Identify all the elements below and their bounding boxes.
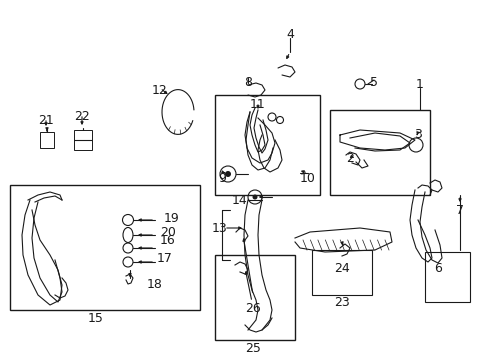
Bar — [424, 252, 469, 302]
Text: 19: 19 — [164, 211, 180, 225]
Text: 23: 23 — [333, 296, 349, 309]
Bar — [215, 255, 294, 340]
Text: 2: 2 — [346, 152, 353, 165]
Text: 9: 9 — [218, 171, 225, 184]
Bar — [311, 250, 371, 295]
Text: 21: 21 — [38, 113, 54, 126]
Text: 17: 17 — [157, 252, 173, 265]
Bar — [74, 130, 92, 150]
Text: 18: 18 — [147, 279, 163, 292]
Text: 26: 26 — [244, 302, 260, 315]
Bar — [40, 132, 54, 148]
Text: 1: 1 — [415, 78, 423, 91]
Text: 22: 22 — [74, 109, 90, 122]
Circle shape — [224, 171, 230, 177]
Text: 4: 4 — [285, 28, 293, 41]
Bar — [329, 110, 429, 195]
Text: 13: 13 — [212, 221, 227, 234]
Text: 7: 7 — [455, 203, 463, 216]
Bar — [10, 185, 200, 310]
Circle shape — [252, 194, 257, 199]
Bar — [215, 95, 319, 195]
Text: 15: 15 — [88, 311, 104, 324]
Text: 3: 3 — [413, 129, 421, 141]
Text: 16: 16 — [160, 234, 176, 247]
Text: 20: 20 — [160, 226, 176, 239]
Text: 5: 5 — [369, 77, 377, 90]
Text: 25: 25 — [244, 342, 261, 355]
Text: 10: 10 — [300, 171, 315, 184]
Text: 6: 6 — [433, 261, 441, 274]
Text: 12: 12 — [152, 84, 167, 96]
Text: 8: 8 — [244, 77, 251, 90]
Text: 14: 14 — [232, 194, 247, 207]
Text: 11: 11 — [250, 99, 265, 112]
Text: 24: 24 — [333, 261, 349, 274]
